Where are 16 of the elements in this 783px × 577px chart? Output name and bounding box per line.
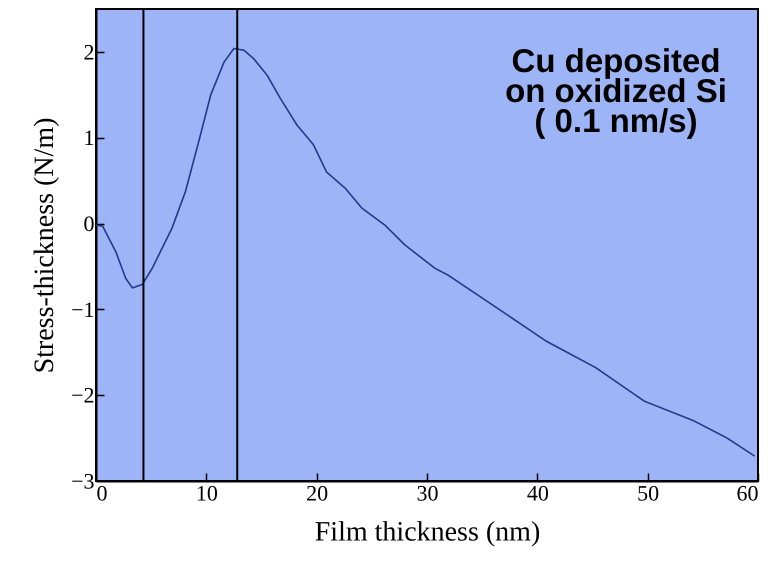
annotation: ( 0.1 nm/s) (534, 102, 698, 139)
x-tick-label: 60 (736, 480, 758, 506)
y-tick-label: −3 (71, 468, 94, 494)
x-tick-label: 20 (306, 480, 328, 506)
x-tick-label: 30 (416, 480, 438, 506)
x-tick-label: 40 (526, 480, 549, 506)
line-series (95, 48, 756, 457)
y-tick-label: −1 (71, 296, 94, 322)
y-tick-label: −2 (71, 382, 94, 408)
y-tick-label: 1 (84, 125, 94, 150)
y-tick-label: 2 (84, 39, 94, 64)
x-axis-title: Film thickness (nm) (314, 516, 540, 548)
x-tick-label: 50 (637, 480, 660, 506)
x-tick-label: 10 (196, 480, 218, 506)
y-axis-title: Stress-thickness (N/m) (29, 118, 60, 374)
y-tick-label: 0 (84, 211, 94, 236)
